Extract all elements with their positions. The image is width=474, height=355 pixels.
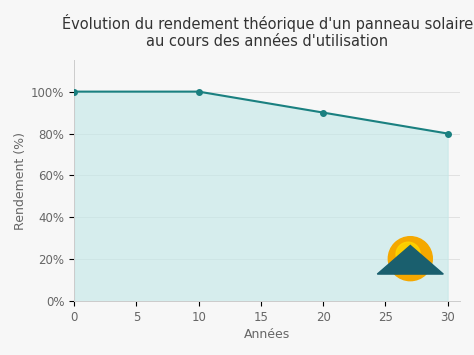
Ellipse shape <box>388 237 432 281</box>
Ellipse shape <box>396 242 420 266</box>
X-axis label: Années: Années <box>244 328 290 341</box>
Y-axis label: Rendement (%): Rendement (%) <box>14 132 27 230</box>
Polygon shape <box>377 245 443 274</box>
Title: Évolution du rendement théorique d'un panneau solaire
au cours des années d'util: Évolution du rendement théorique d'un pa… <box>62 14 473 49</box>
